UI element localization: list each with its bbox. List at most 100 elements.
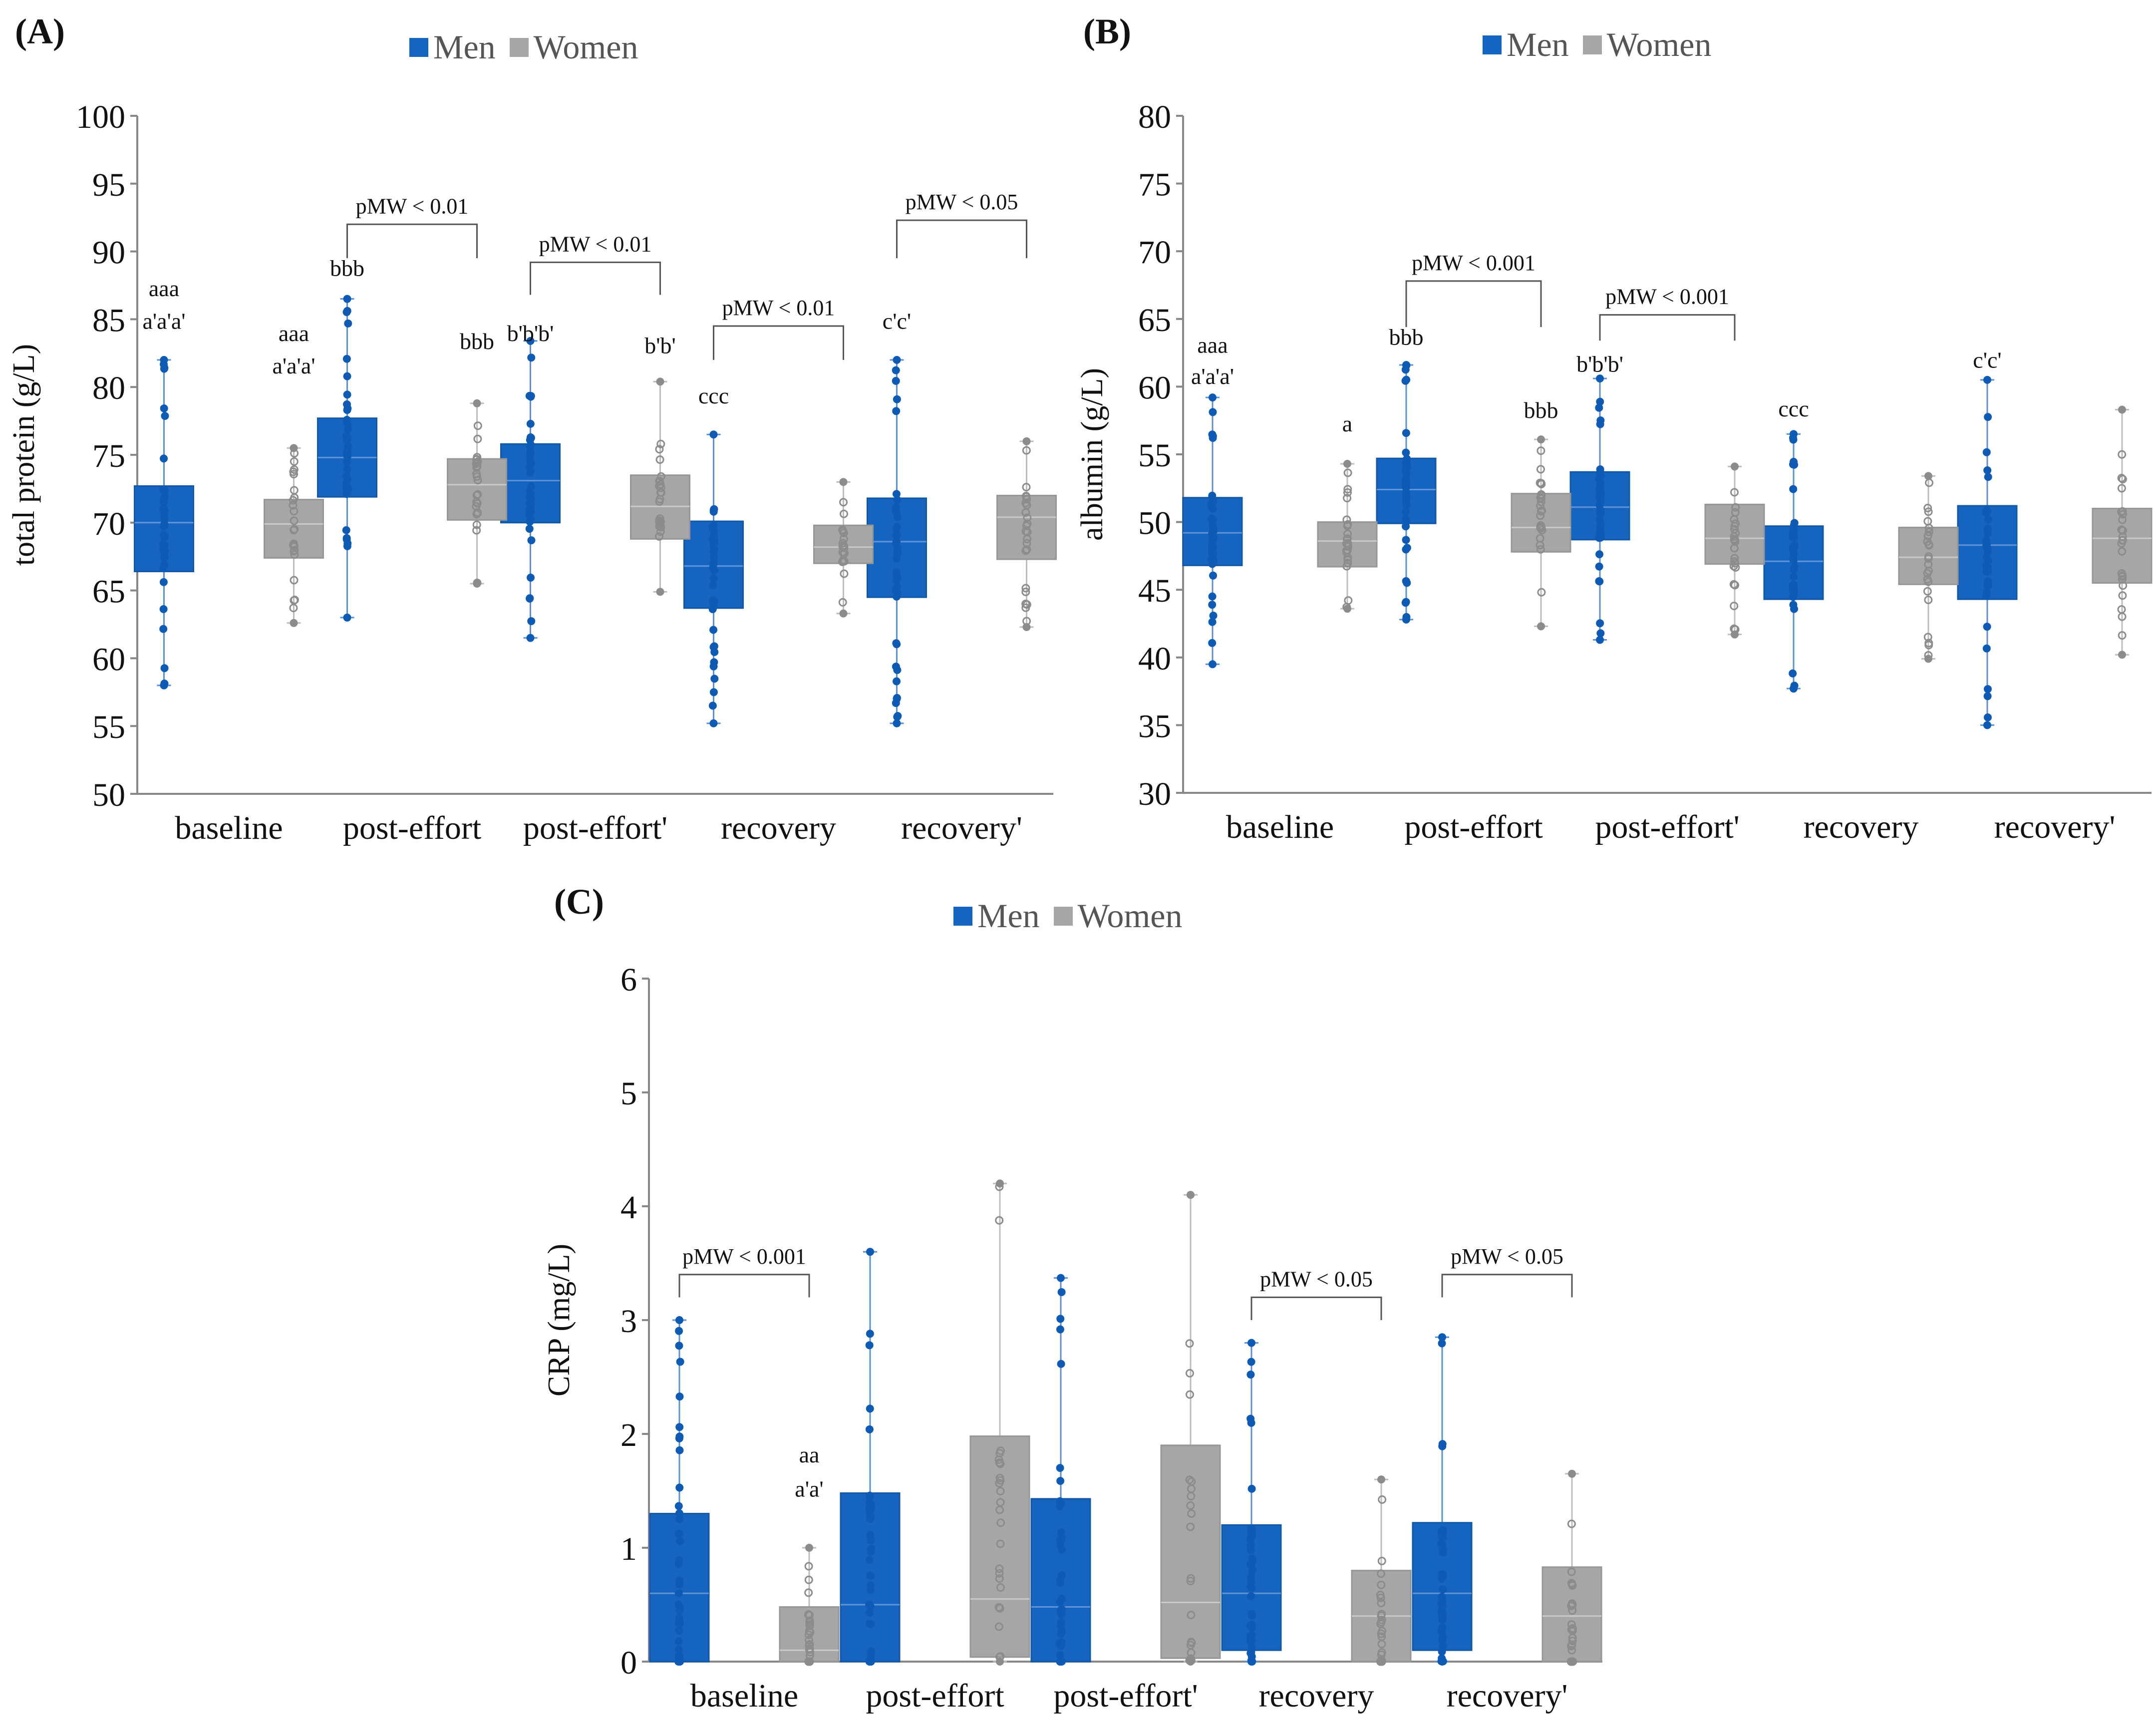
legend-women: Women — [1582, 25, 1711, 64]
women-data-point — [805, 1636, 814, 1645]
women-data-point — [290, 470, 299, 479]
women-data-point — [996, 1583, 1005, 1592]
panel-a-label: (A) — [15, 11, 65, 51]
women-data-point — [1536, 501, 1545, 510]
men-data-point — [892, 490, 901, 498]
men-data-point — [893, 583, 902, 591]
women-data-point — [1377, 1658, 1385, 1666]
women-data-point — [1343, 488, 1352, 497]
men-data-point — [1596, 636, 1604, 644]
women-data-point — [1022, 623, 1031, 631]
men-data-point — [709, 430, 718, 439]
women-data-point — [1536, 511, 1545, 520]
men-data-point — [342, 458, 351, 467]
women-data-point — [1186, 1577, 1195, 1586]
women-data-point — [995, 1448, 1004, 1457]
men-data-point — [527, 353, 536, 362]
men-data-point — [526, 573, 535, 582]
men-data-point — [1057, 1274, 1065, 1282]
men-data-point — [1438, 1636, 1447, 1645]
men-data-point — [674, 1529, 683, 1538]
men-data-point — [1056, 1477, 1065, 1485]
men-data-point — [1438, 1573, 1447, 1581]
men-data-point — [675, 1606, 684, 1614]
women-data-point — [1731, 462, 1739, 471]
women-data-point — [2117, 569, 2126, 578]
men-data-point — [865, 1341, 874, 1350]
women-data-point — [1923, 537, 1932, 546]
men-data-point — [526, 419, 535, 428]
women-data-point — [1343, 556, 1352, 565]
women-data-point — [804, 1575, 813, 1584]
women-data-point — [804, 1610, 813, 1619]
men-data-point — [1983, 623, 1991, 631]
women-data-point — [996, 1487, 1005, 1496]
men-data-point — [1983, 692, 1992, 700]
men-data-point — [1402, 522, 1410, 531]
women-data-point — [838, 539, 847, 548]
pmw-bracket — [346, 223, 478, 259]
men-data-point — [865, 1425, 874, 1433]
women-data-point — [1924, 655, 1932, 663]
women-data-point — [839, 534, 848, 543]
men-data-point — [1247, 1484, 1256, 1493]
men-data-point — [1056, 1575, 1064, 1584]
x-tick-label: baseline — [1226, 809, 1334, 845]
significance-annotation: aaa — [1197, 333, 1228, 358]
men-data-point — [675, 1509, 683, 1518]
panel-b: (B) Men Women 30 35 40 45 50 55 60 65 70 75 80 albu… — [1073, 0, 2156, 869]
y-tick-label: 60 — [92, 641, 125, 678]
women-data-point — [1925, 478, 1934, 487]
women-data-point — [290, 507, 299, 516]
men-data-point — [1402, 429, 1410, 437]
men-data-point — [1402, 598, 1410, 606]
women-data-point — [1022, 600, 1031, 609]
men-data-point — [866, 1404, 874, 1413]
men-data-point — [675, 1432, 684, 1441]
women-data-point — [996, 1518, 1005, 1527]
women-data-point — [472, 526, 481, 535]
men-data-point — [674, 1502, 683, 1510]
men-data-point — [1208, 592, 1217, 601]
women-data-point — [1536, 541, 1544, 550]
legend-women-label: Women — [1077, 897, 1183, 935]
women-data-point — [1923, 503, 1932, 512]
y-tick-label: 65 — [92, 574, 125, 610]
men-data-point — [866, 1658, 874, 1666]
men-data-point — [527, 440, 535, 449]
men-data-point — [866, 1531, 875, 1540]
significance-annotation: a'a'a' — [142, 308, 185, 334]
men-data-point — [1790, 605, 1798, 613]
men-data-point — [1438, 1658, 1446, 1666]
women-data-point — [1343, 529, 1352, 538]
women-data-point — [1022, 483, 1031, 492]
men-data-point — [1982, 542, 1991, 551]
y-axis-title: CRP (mg/L) — [542, 1244, 576, 1396]
men-data-point — [1057, 1595, 1066, 1603]
legend-men-label: Men — [1507, 25, 1569, 63]
women-data-point — [2118, 450, 2127, 459]
men-data-point — [709, 574, 718, 583]
men-data-point — [1402, 448, 1410, 457]
women-data-point — [1567, 1625, 1576, 1634]
y-tick-label: 70 — [92, 506, 125, 542]
men-data-point — [344, 424, 352, 433]
men-data-point — [1983, 588, 1991, 597]
significance-annotation: a'a'a' — [272, 353, 315, 378]
men-data-point — [1209, 434, 1217, 442]
women-data-point — [656, 472, 665, 481]
men-data-point — [866, 1493, 874, 1501]
y-tick-label: 70 — [1138, 234, 1171, 271]
women-data-point — [1731, 503, 1740, 512]
men-data-point — [1790, 563, 1799, 571]
men-data-point — [343, 465, 351, 473]
women-data-point — [1187, 1509, 1196, 1518]
men-data-point — [675, 1626, 683, 1635]
men-data-point — [1438, 1593, 1446, 1601]
women-data-point — [839, 557, 848, 566]
women-data-point — [1536, 465, 1545, 474]
men-data-point — [527, 617, 536, 626]
men-data-point — [1208, 639, 1217, 647]
men-data-point — [709, 522, 718, 531]
men-data-point — [1595, 516, 1604, 524]
